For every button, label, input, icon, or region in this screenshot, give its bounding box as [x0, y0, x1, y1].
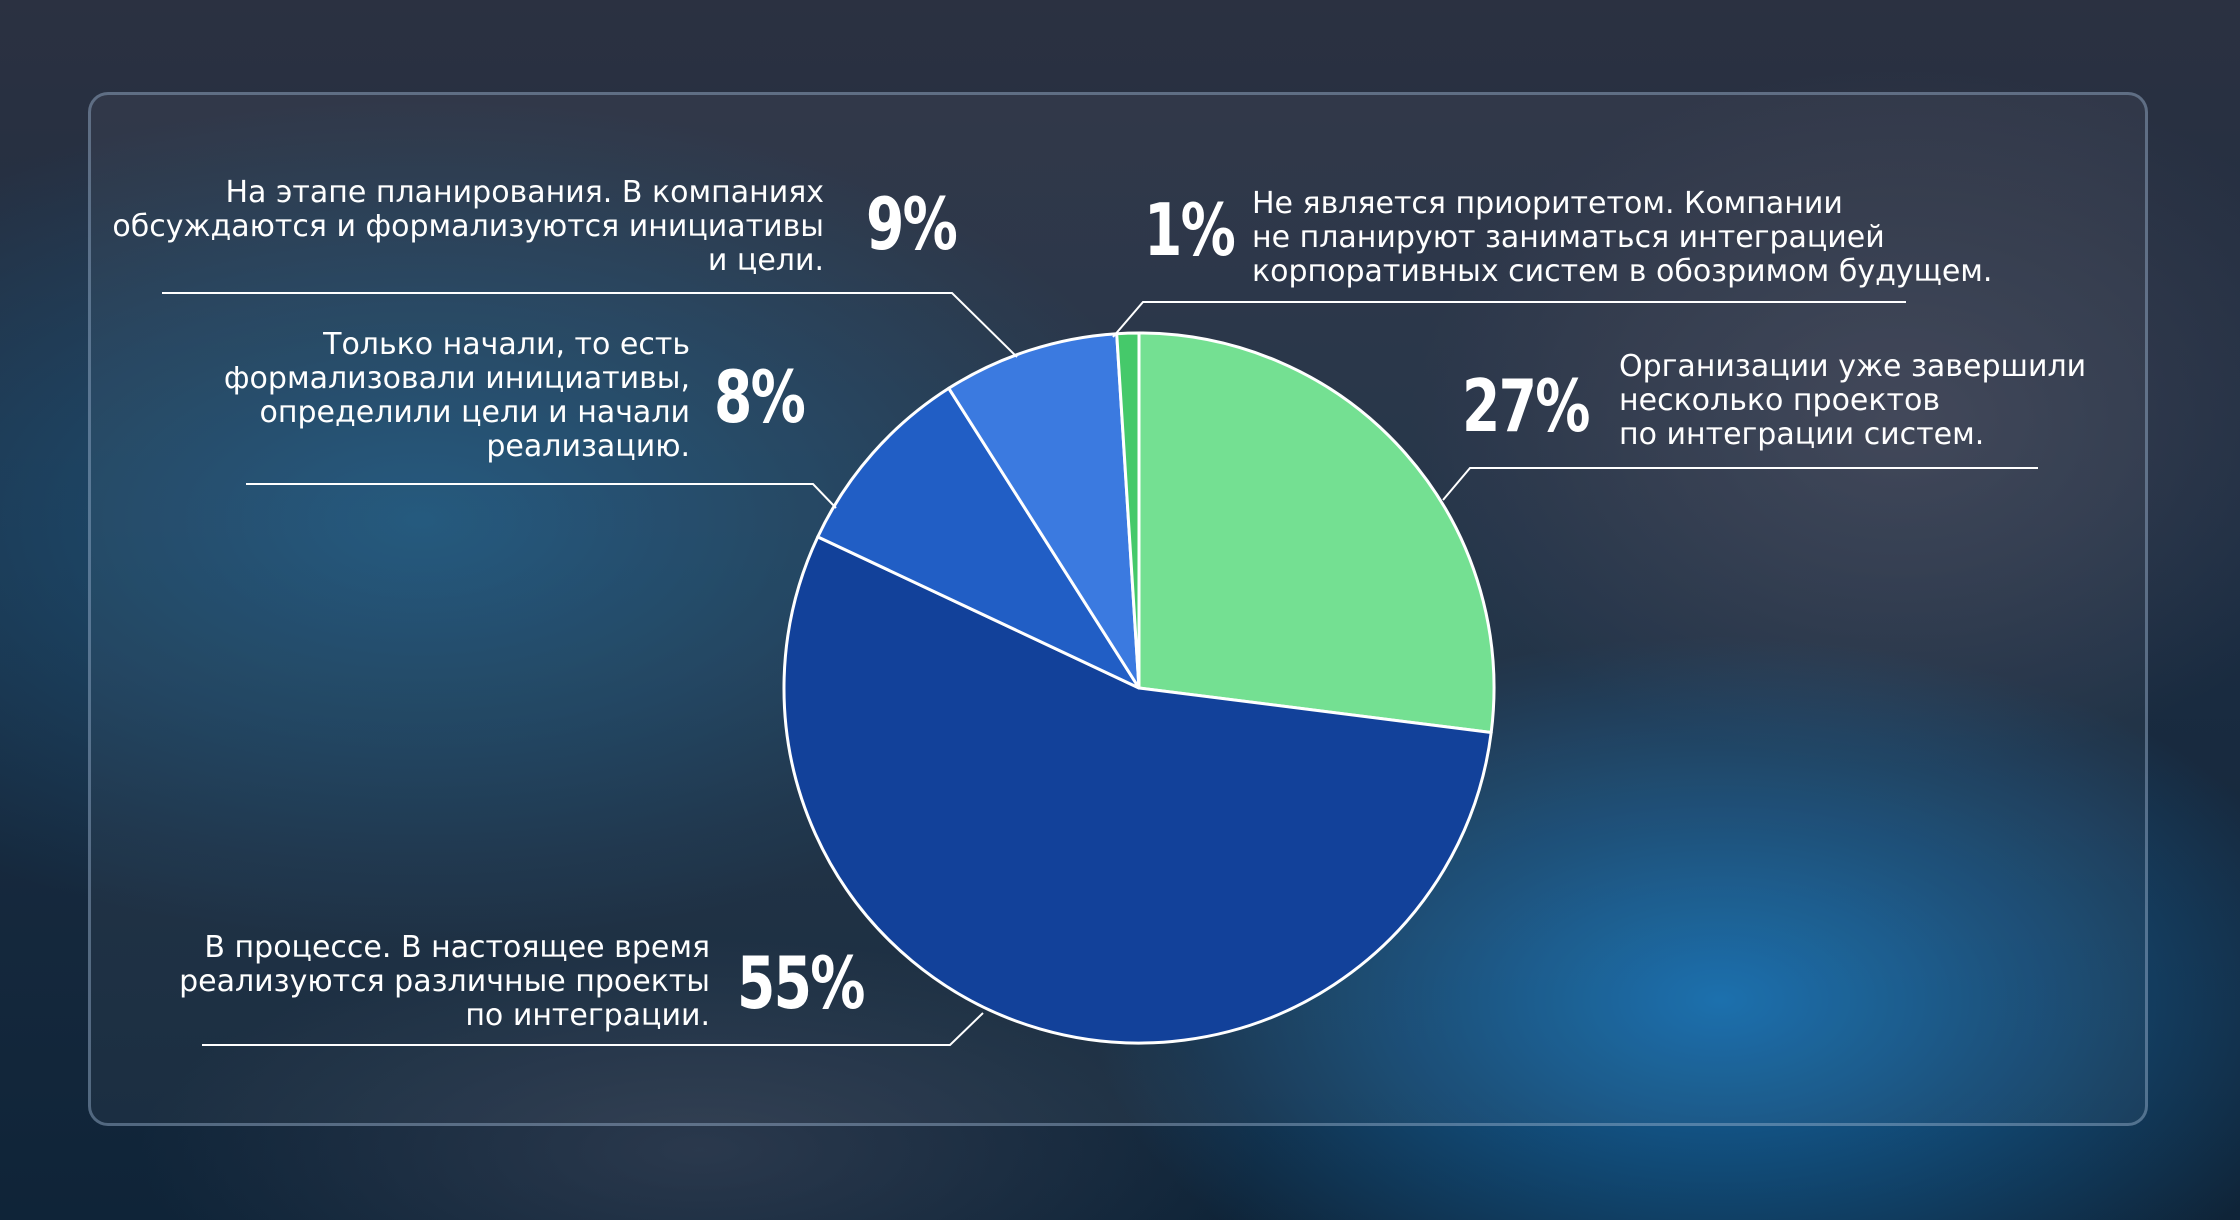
- slice-value-8: 8%: [714, 355, 806, 439]
- leader-line-8: [246, 483, 837, 509]
- leader-line-55: [202, 1012, 984, 1046]
- slice-label-55: В процессе. В настоящее время реализуютс…: [179, 931, 710, 1033]
- slice-label-line: Не является приоритетом. Компании: [1252, 186, 1843, 221]
- slice-value-55: 55%: [737, 941, 865, 1025]
- slice-label-8: Только начали, то есть формализовали ини…: [224, 328, 690, 464]
- pie-slice-8: [947, 332, 1141, 690]
- slice-label-line: Только начали, то есть: [323, 327, 690, 362]
- slice-label-line: На этапе планирования. В компаниях: [225, 175, 824, 210]
- slice-label-9: На этапе планирования. В компаниях обсуж…: [112, 176, 824, 278]
- slice-label-line: обсуждаются и формализуются инициативы: [112, 209, 824, 244]
- pie-slice-9: [816, 386, 1141, 690]
- slice-label-line: В процессе. В настоящее время: [204, 930, 710, 965]
- slice-value-27: 27%: [1462, 364, 1590, 448]
- slice-label-line: не планируют заниматься интеграцией: [1252, 220, 1885, 255]
- pie-slice-27: [1137, 331, 1496, 734]
- leader-line-1: [1112, 301, 1906, 338]
- slice-label-line: реализацию.: [486, 429, 690, 464]
- slice-label-line: несколько проектов: [1619, 383, 1941, 418]
- slice-label-line: определили цели и начали: [259, 395, 690, 430]
- slice-value-9: 9%: [866, 182, 958, 266]
- slice-label-1: Не является приоритетом. Компании не пла…: [1252, 187, 1992, 289]
- slice-label-line: и цели.: [707, 243, 824, 278]
- slice-label-line: Организации уже завершили: [1619, 349, 2087, 384]
- slice-label-27: Организации уже завершили несколько прое…: [1619, 350, 2086, 452]
- slice-label-line: формализовали инициативы,: [223, 361, 690, 396]
- leader-lines: [162, 292, 2038, 1046]
- pie-slice-55: [782, 535, 1493, 1045]
- leader-line-9: [162, 292, 1018, 358]
- slice-label-line: реализуются различные проекты: [179, 964, 710, 999]
- slice-label-line: по интеграции систем.: [1619, 417, 1985, 452]
- slice-value-1: 1%: [1144, 188, 1236, 272]
- leader-line-27: [1442, 467, 2038, 501]
- slice-label-line: по интеграции.: [465, 998, 710, 1033]
- slice-label-line: корпоративных систем в обозримом будущем…: [1252, 254, 1993, 289]
